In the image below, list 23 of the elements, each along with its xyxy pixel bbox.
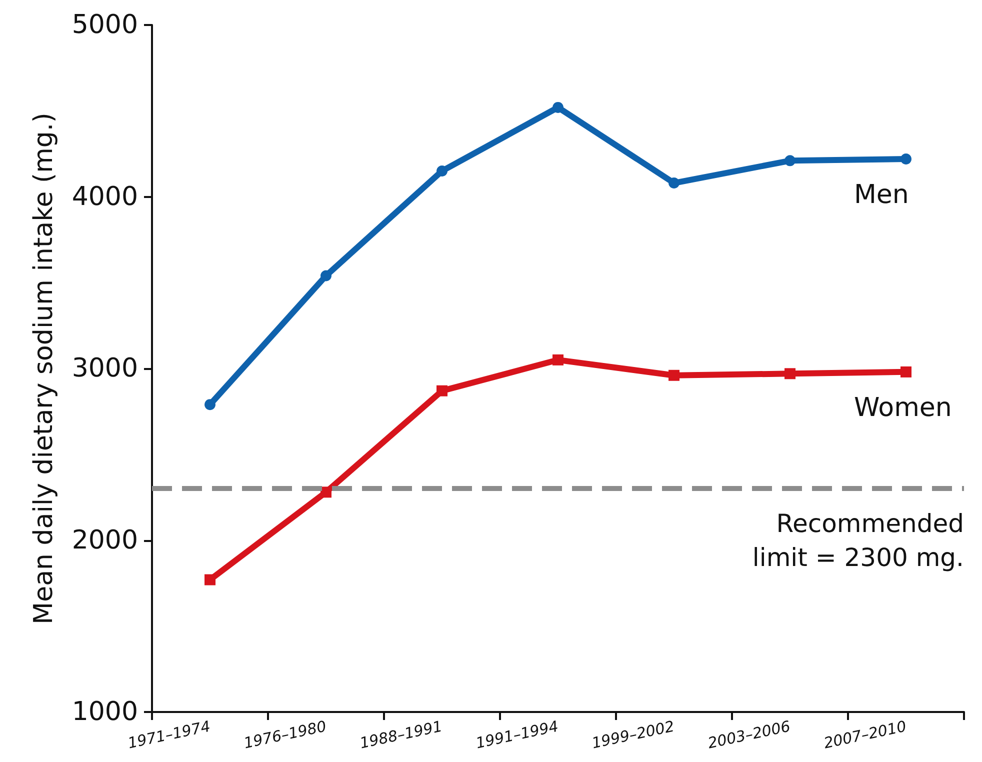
point [320, 270, 332, 282]
point [204, 574, 216, 586]
y-tick-label: 3000 [72, 354, 138, 384]
ref-line-label: Recommended limit = 2300 mg. [752, 509, 964, 572]
y-tick-label: 5000 [72, 10, 138, 40]
point [784, 155, 796, 166]
point [204, 399, 216, 410]
point [320, 486, 332, 498]
y-tick-label: 1000 [72, 697, 138, 727]
point [668, 370, 680, 381]
point [436, 165, 448, 176]
series-label: Women [854, 392, 952, 423]
point [552, 102, 564, 113]
point [552, 354, 564, 366]
point [784, 368, 796, 380]
point [436, 385, 448, 396]
y-tick-label: 4000 [72, 182, 138, 212]
y-axis-title: Mean daily dietary sodium intake (mg.) [29, 112, 59, 624]
y-tick-label: 2000 [72, 525, 138, 556]
point [900, 366, 912, 378]
point [900, 153, 912, 164]
series-label: Men [854, 180, 909, 210]
point [668, 178, 680, 189]
